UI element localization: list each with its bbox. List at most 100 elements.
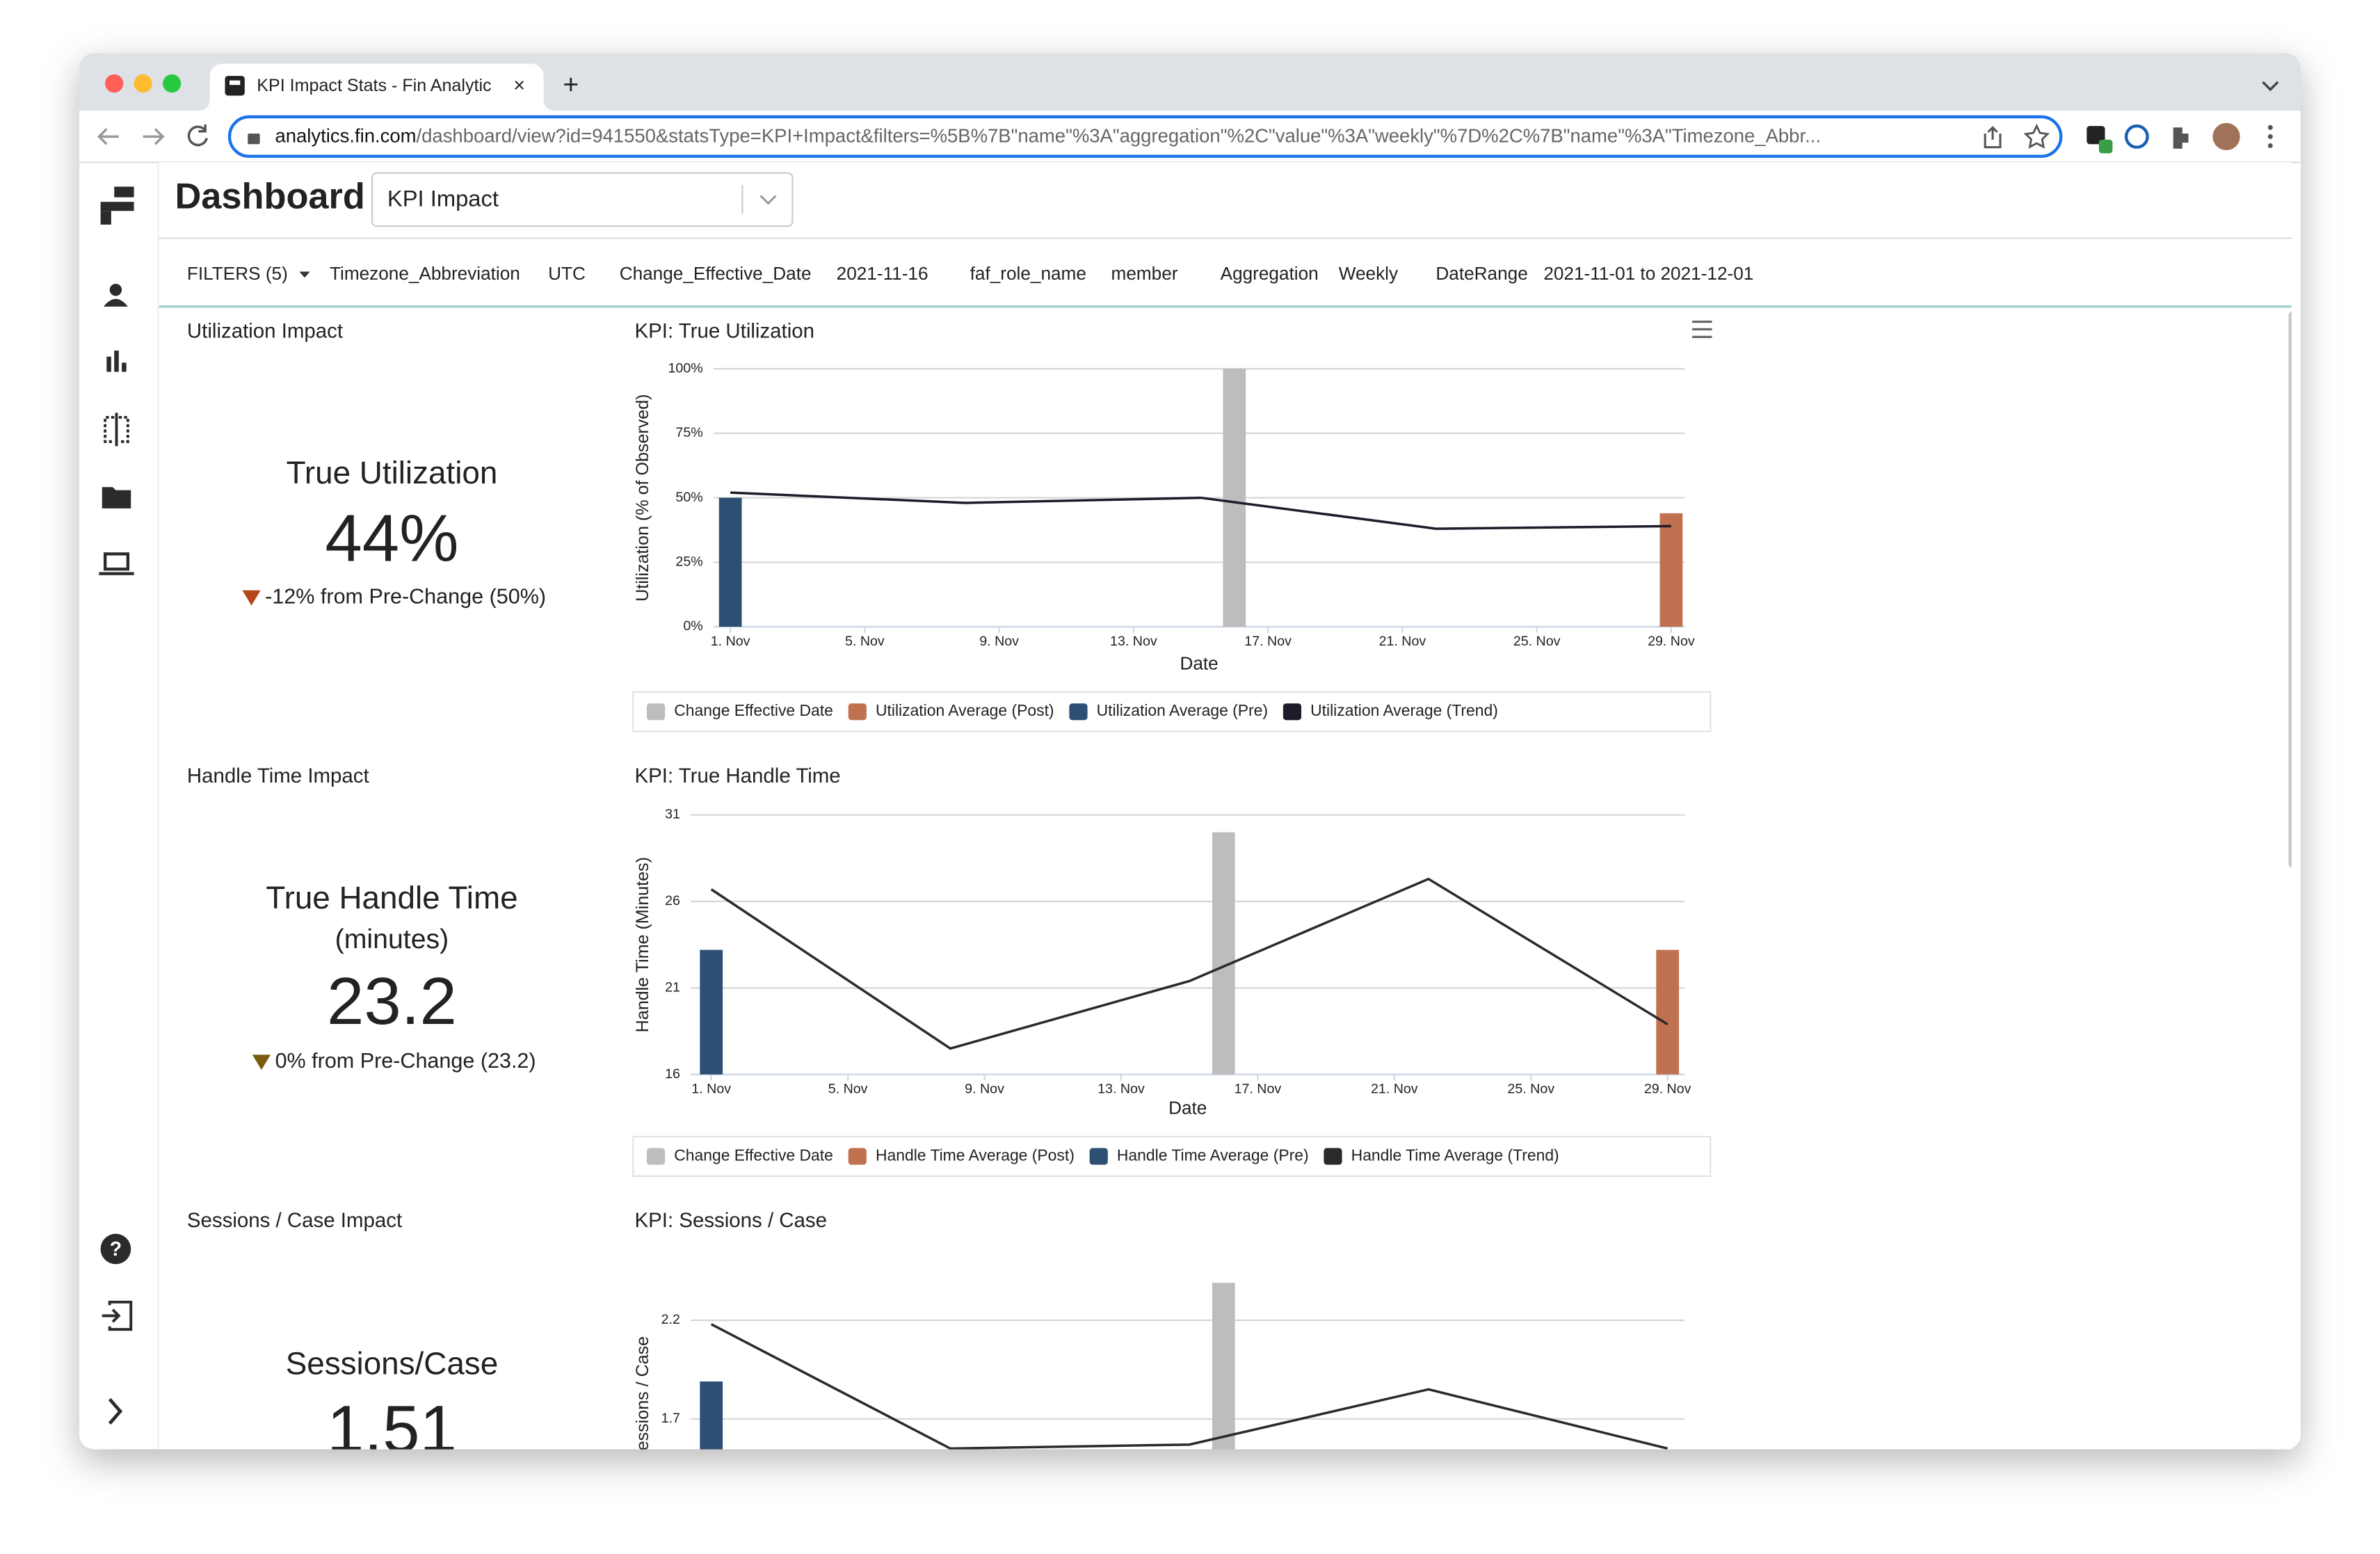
- legend-swatch: [1089, 1148, 1108, 1165]
- y-axis-label: Handle Time (Minutes): [633, 857, 652, 1032]
- filter-name: faf_role_name: [970, 263, 1086, 284]
- bookmark-icon[interactable]: [2023, 123, 2050, 149]
- filter-name: Aggregation: [1221, 263, 1319, 284]
- kpi-value: 44%: [325, 501, 458, 575]
- y-tick-label: 75%: [675, 425, 702, 440]
- y-axis-label: Sessions / Case: [633, 1336, 652, 1462]
- favicon: [225, 76, 245, 96]
- dashboard-title: Dashboard: [175, 177, 364, 217]
- logo[interactable]: [100, 186, 134, 225]
- chart: KPI: True Utilization 0% 25% 50% 75% 100% 1. N…: [632, 320, 1712, 732]
- favicon-detail: [230, 80, 241, 86]
- legend-label: Utilization Average (Post): [876, 701, 1054, 719]
- filter-value: 2021-11-16: [837, 263, 928, 284]
- bar: [1212, 832, 1235, 1075]
- forward-button[interactable]: [143, 128, 165, 145]
- content-background: [158, 162, 2292, 1450]
- x-tick-label: 13. Nov: [1110, 634, 1157, 649]
- trend-line: [710, 877, 1669, 1050]
- tab-menu[interactable]: [2262, 81, 2279, 92]
- scrollbar[interactable]: [2288, 311, 2298, 868]
- trend-line: [730, 491, 1671, 530]
- filters-toggle[interactable]: FILTERS (5): [187, 263, 288, 284]
- y-tick-label: 1.7: [661, 1411, 680, 1426]
- chart-title: KPI: True Utilization: [635, 320, 815, 343]
- y-tick-label: 26: [665, 893, 680, 908]
- new-tab[interactable]: +: [563, 70, 579, 100]
- bar: [718, 497, 742, 627]
- url-host: analytics.fin.com: [275, 125, 416, 147]
- x-tick-label: 25. Nov: [1507, 1082, 1554, 1097]
- tab-close[interactable]: ×: [513, 74, 525, 97]
- y-tick-label: 31: [665, 807, 680, 822]
- filter-value: 2021-11-01 to 2021-12-01: [1543, 263, 1753, 284]
- panel-title: Utilization Impact: [187, 320, 343, 343]
- legend-swatch: [646, 1148, 666, 1165]
- puzzle-icon[interactable]: [2173, 127, 2189, 149]
- y-tick-label: 50%: [675, 490, 702, 505]
- lock-icon: [248, 133, 260, 145]
- kpi-value: 1.51: [327, 1392, 457, 1466]
- y-tick-label: 21: [665, 979, 680, 995]
- extension-icon[interactable]: [2086, 126, 2105, 145]
- x-axis-label: Date: [1180, 652, 1218, 673]
- legend-label: Handle Time Average (Pre): [1117, 1146, 1309, 1164]
- address-bar[interactable]: [227, 115, 2063, 158]
- x-tick-label: 9. Nov: [965, 1082, 1004, 1097]
- select-box: [371, 172, 794, 227]
- down-arrow: [252, 1055, 271, 1071]
- down-arrow: [242, 590, 261, 606]
- legend-label: Utilization Average (Pre): [1097, 701, 1268, 719]
- compare-icon[interactable]: [104, 412, 129, 447]
- trend-line: [710, 1323, 1669, 1450]
- help-icon[interactable]: [100, 1233, 131, 1265]
- x-tick-label: 29. Nov: [1644, 1082, 1691, 1097]
- filters-label: FILTERS: [187, 263, 261, 284]
- kpi-metric: Sessions/Case: [286, 1346, 498, 1381]
- bar: [1659, 513, 1683, 627]
- laptop-icon[interactable]: [99, 552, 134, 575]
- legend-swatch: [848, 703, 867, 721]
- menu-dots[interactable]: [2267, 125, 2273, 148]
- chart-icon[interactable]: [106, 350, 127, 372]
- x-tick-label: 29. Nov: [1648, 634, 1695, 649]
- user-icon[interactable]: [103, 283, 128, 307]
- active-tab[interactable]: KPI Impact Stats - Fin Analytic ×: [198, 63, 556, 111]
- expand-sidebar[interactable]: [108, 1397, 123, 1425]
- back-button[interactable]: [97, 128, 119, 145]
- x-tick-label: 5. Nov: [828, 1082, 868, 1097]
- profile-avatar[interactable]: [2212, 122, 2240, 150]
- x-tick-label: 21. Nov: [1379, 634, 1426, 649]
- maximize-button[interactable]: [163, 74, 182, 93]
- chart-menu[interactable]: [1692, 320, 1712, 338]
- logout-icon[interactable]: [102, 1300, 133, 1331]
- kpi-change: 0% from Pre-Change (23.2): [275, 1049, 536, 1073]
- legend-box: [632, 691, 1712, 732]
- y-tick-label: 25%: [675, 554, 702, 569]
- x-tick-label: 1. Nov: [711, 634, 750, 649]
- legend-swatch: [1324, 1148, 1342, 1165]
- close-button[interactable]: [105, 74, 124, 93]
- share-icon[interactable]: [1984, 126, 2002, 149]
- legend-swatch: [1283, 703, 1302, 721]
- x-tick-label: 25. Nov: [1513, 634, 1561, 649]
- y-tick-label: 16: [665, 1066, 680, 1082]
- dashboard-select[interactable]: KPI Impact: [371, 172, 794, 227]
- chart-title: KPI: True Handle Time: [635, 764, 841, 787]
- legend-label: Handle Time Average (Trend): [1351, 1146, 1559, 1164]
- x-tick-label: 17. Nov: [1244, 634, 1292, 649]
- filters-caret[interactable]: [299, 271, 310, 278]
- y-tick-label: 0%: [683, 618, 702, 634]
- x-tick-label: 21. Nov: [1371, 1082, 1418, 1097]
- reload-button[interactable]: [187, 124, 208, 147]
- password-icon[interactable]: [2124, 124, 2149, 149]
- minimize-button[interactable]: [134, 74, 152, 93]
- legend-swatch: [848, 1148, 867, 1165]
- x-tick-label: 13. Nov: [1097, 1082, 1145, 1097]
- y-axis-label: Utilization (% of Observed): [633, 394, 652, 601]
- bar: [700, 950, 723, 1075]
- folder-icon[interactable]: [102, 487, 131, 508]
- kpi-value: 23.2: [327, 964, 457, 1039]
